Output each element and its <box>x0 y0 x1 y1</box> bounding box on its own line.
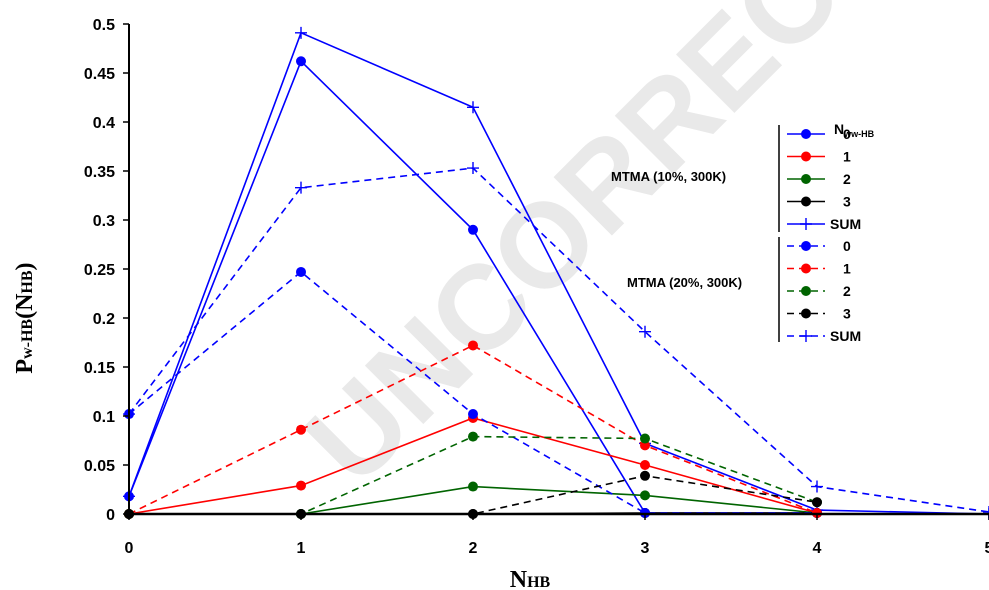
legend-entry-label: SUM <box>830 328 861 344</box>
data-point <box>640 440 650 451</box>
legend-entry: 0 <box>787 126 851 142</box>
data-point-plus <box>295 181 307 194</box>
data-point <box>640 470 650 481</box>
data-point-plus <box>295 26 307 39</box>
data-point-plus <box>467 162 479 175</box>
data-point-plus <box>811 480 823 493</box>
y-axis-title-paren-open: ( <box>12 311 38 319</box>
legend-entry-label: SUM <box>830 216 861 232</box>
y-tick-label: 0 <box>106 507 115 524</box>
legend-group-label-10: MTMA (10%, 300K) <box>611 169 726 184</box>
legend-entry: SUM <box>787 328 861 344</box>
x-tick-label: 4 <box>813 540 822 557</box>
legend-entry: 1 <box>787 149 851 165</box>
legend-title-sub: ww-HB <box>843 129 874 139</box>
legend-entry-label: 0 <box>843 238 851 254</box>
x-tick-label: 1 <box>297 540 306 557</box>
legend-entry: 2 <box>787 171 851 187</box>
legend-entry: SUM <box>787 216 861 232</box>
y-axis-title: Pw-HB(NHB) <box>12 262 38 373</box>
data-point <box>296 480 306 491</box>
series-line <box>128 31 989 515</box>
legend-entry-label: 3 <box>843 194 851 210</box>
legend-entry-label: 1 <box>843 149 851 165</box>
data-point <box>812 497 822 508</box>
y-tick-label: 0.5 <box>93 17 115 34</box>
legend-swatch-marker <box>801 241 811 251</box>
data-point <box>640 460 650 470</box>
data-point <box>468 431 478 442</box>
y-tick-label: 0.35 <box>84 164 115 181</box>
legend-title: Nww-HB <box>834 121 875 139</box>
legend-swatch-marker <box>801 151 811 162</box>
data-point-plus <box>467 101 479 114</box>
legend-swatch-marker <box>801 286 811 296</box>
y-axis-title-paren-close: ) <box>12 262 38 270</box>
legend-entry: 0 <box>787 238 851 254</box>
legend-swatch-marker <box>801 129 811 139</box>
legend-swatch-marker <box>801 174 811 184</box>
y-tick-label: 0.2 <box>93 311 115 328</box>
legend-title-main: N <box>834 121 844 137</box>
legend-swatch-marker <box>801 196 811 207</box>
series-20pct-sum <box>123 162 989 519</box>
x-tick-label: 5 <box>985 540 989 557</box>
y-tick-label: 0.45 <box>84 66 115 83</box>
series-line <box>128 167 989 513</box>
y-axis-title-paren-main: N <box>12 293 38 311</box>
series-20pct-3 <box>124 470 822 519</box>
y-tick-label: 0.15 <box>84 360 115 377</box>
legend-group-label-20: MTMA (20%, 300K) <box>627 275 742 290</box>
legend: Nww-HB MTMA (10%, 300K) MTMA (20%, 300K)… <box>611 121 875 344</box>
data-point <box>296 266 306 277</box>
x-axis-title-main: N <box>510 567 528 590</box>
x-tick-label: 0 <box>125 540 134 557</box>
legend-swatch-marker <box>800 218 812 230</box>
data-point <box>468 409 478 420</box>
y-tick-label: 0.1 <box>93 409 115 426</box>
legend-swatch-marker <box>801 308 811 319</box>
y-tick-label: 0.05 <box>84 458 115 475</box>
legend-entry: 1 <box>787 261 851 277</box>
series-20pct-2 <box>124 431 822 519</box>
data-point <box>640 433 650 444</box>
data-point-plus <box>639 325 651 338</box>
data-point <box>640 490 650 501</box>
legend-entry: 3 <box>787 306 851 322</box>
y-axis-title-main: P <box>12 359 38 374</box>
data-point <box>468 340 478 351</box>
y-axis-title-paren-sub: HB <box>19 270 36 293</box>
watermark: UNCORRECTED <box>280 0 989 509</box>
legend-swatch-marker <box>801 263 811 274</box>
y-axis-title-sub: w-HB <box>19 319 36 359</box>
legend-entry-label: 2 <box>843 171 851 187</box>
data-point <box>296 424 306 435</box>
data-point <box>468 481 478 492</box>
data-point <box>296 56 306 67</box>
legend-entry-label: 1 <box>843 261 851 277</box>
y-tick-label: 0.3 <box>93 213 115 230</box>
axes: 0 0.05 0.1 0.15 0.2 0.25 0.3 0.35 0.4 0.45 0.5 0 1 2 3… <box>84 17 989 557</box>
x-tick-label: 3 <box>641 540 650 557</box>
x-axis-title: NHB <box>510 567 551 590</box>
x-axis-title-sub: HB <box>527 574 550 590</box>
y-tick-label: 0.25 <box>84 262 115 279</box>
legend-swatch-marker <box>800 330 812 342</box>
legend-entry-label: 2 <box>843 283 851 299</box>
y-tick-label: 0.4 <box>93 115 115 132</box>
series-line <box>129 474 818 515</box>
legend-entry: 2 <box>787 283 851 299</box>
legend-entry-label: 3 <box>843 306 851 322</box>
data-point-plus <box>983 506 989 519</box>
x-tick-label: 2 <box>469 540 478 557</box>
legend-entry-label: 0 <box>843 126 851 142</box>
legend-entry: 3 <box>787 194 851 210</box>
data-point <box>468 224 478 235</box>
